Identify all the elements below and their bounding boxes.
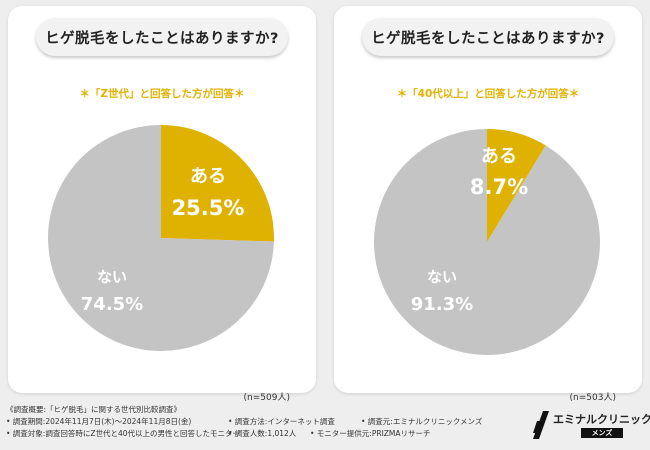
pie-slice-yes (161, 125, 274, 242)
pie-chart: ある 25.5% ない 74.5% (48, 125, 274, 351)
pie-slice-no (48, 125, 274, 351)
survey-target: • 調査対象:調査回答時にZ世代と40代以上の男性と回答したモニター (6, 429, 241, 438)
slice-label: ある (481, 146, 517, 167)
survey-heading: 《調査概要:「ヒゲ脱毛」に関する世代別比較調査》 (6, 405, 182, 414)
slice-value: 74.5% (81, 294, 143, 315)
pie-chart: ある 8.7% ない 91.3% (374, 129, 600, 356)
slice-label: ある (190, 166, 226, 187)
brand-mark-icon (533, 411, 549, 439)
chart-panel-40s-plus: ヒゲ脱毛をしたことはありますか? ＊「40代以上」と回答した方が回答＊ ある 8.… (334, 6, 642, 403)
brand-logo: エミナルクリニック メンズ (533, 410, 650, 440)
brand-name: エミナルクリニック (553, 413, 650, 426)
chart-title: ヒゲ脱毛をしたことはありますか? (36, 18, 288, 56)
slice-label: ない (427, 268, 457, 286)
survey-organizer: • 調査元:エミナルクリニックメンズ (361, 417, 483, 426)
chart-title: ヒゲ脱毛をしたことはありますか? (362, 18, 614, 56)
slice-value: 8.7% (470, 175, 528, 199)
pie-slice-yes (487, 129, 546, 242)
survey-provider: • モニター提供元:PRIZMAリサーチ (310, 429, 431, 438)
survey-respondents: • 調査人数:1,012人 (228, 429, 297, 438)
sample-size-label: (n=503人) (569, 393, 616, 403)
slice-label: ない (97, 268, 127, 286)
chart-subtitle: ＊「Z世代」と回答した方が回答＊ (79, 88, 245, 100)
survey-method: • 調査方法:インターネット調査 (228, 417, 335, 426)
brand-sub-label: メンズ (581, 428, 623, 438)
survey-overview: 《調査概要:「ヒゲ脱毛」に関する世代別比較調査》 • 調査期間:2024年11月… (6, 404, 482, 440)
pie-slice-no (374, 129, 600, 356)
chart-subtitle: ＊「40代以上」と回答した方が回答＊ (396, 88, 580, 100)
slice-value: 91.3% (411, 294, 473, 315)
survey-period: • 調査期間:2024年11月7日(木)〜2024年11月8日(金) (6, 417, 192, 426)
chart-panel-gen-z: ヒゲ脱毛をしたことはありますか? ＊「Z世代」と回答した方が回答＊ ある 25.5… (8, 6, 316, 403)
sample-size-label: (n=509人) (243, 393, 290, 403)
slice-value: 25.5% (172, 196, 245, 220)
